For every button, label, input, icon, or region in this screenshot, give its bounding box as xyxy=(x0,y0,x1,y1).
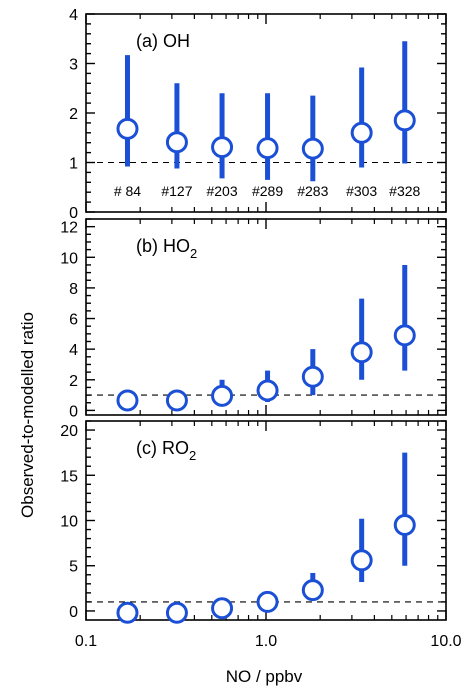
sample-count-label: #127 xyxy=(161,183,192,199)
y-tick-label: 20 xyxy=(60,423,78,440)
sample-count-label: #303 xyxy=(346,183,377,199)
y-tick-label: 12 xyxy=(60,220,78,237)
panel-label-main: (a) OH xyxy=(136,31,190,51)
y-tick-label: 4 xyxy=(69,342,78,359)
y-tick-label: 1 xyxy=(69,156,78,173)
sample-count-label: # 84 xyxy=(114,183,141,199)
data-point xyxy=(256,137,279,160)
data-point xyxy=(116,601,139,624)
y-tick-label: 10 xyxy=(60,514,78,531)
data-point xyxy=(393,514,416,537)
data-point xyxy=(211,136,234,159)
sample-count-label: #203 xyxy=(206,183,237,199)
data-point xyxy=(211,597,234,620)
panel-label-main: (b) HO xyxy=(136,236,190,256)
y-axis-title: Observed-to-modelled ratio xyxy=(18,312,37,518)
x-axis-title: NO / ppbv xyxy=(226,667,303,686)
data-point xyxy=(165,131,188,154)
y-tick-label: 15 xyxy=(60,468,78,485)
data-point xyxy=(165,389,188,412)
x-tick-label: 1.0 xyxy=(255,633,277,650)
panel-label-subscript: 2 xyxy=(189,448,196,463)
y-tick-label: 2 xyxy=(69,106,78,123)
sample-count-label: #283 xyxy=(297,183,328,199)
data-point xyxy=(211,384,234,407)
sample-count-label: #289 xyxy=(252,183,283,199)
data-point xyxy=(165,601,188,624)
y-tick-label: 10 xyxy=(60,250,78,267)
data-point xyxy=(393,109,416,132)
data-point xyxy=(301,365,324,388)
panel-label-main: (c) RO xyxy=(136,438,189,458)
data-point xyxy=(116,389,139,412)
data-point xyxy=(301,137,324,160)
y-tick-label: 5 xyxy=(69,559,78,576)
data-point xyxy=(256,590,279,613)
x-tick-label: 0.1 xyxy=(75,633,97,650)
sample-count-label: #328 xyxy=(389,183,420,199)
panel-label: (c) RO2 xyxy=(136,438,196,463)
data-point xyxy=(301,579,324,602)
y-tick-label: 4 xyxy=(69,7,78,24)
y-tick-label: 0 xyxy=(69,403,78,420)
y-tick-label: 6 xyxy=(69,312,78,329)
x-tick-label: 10.0 xyxy=(430,633,461,650)
panel-label: (b) HO2 xyxy=(136,236,197,261)
y-tick-label: 0 xyxy=(69,604,78,621)
y-tick-label: 8 xyxy=(69,281,78,298)
data-point xyxy=(393,324,416,347)
panel-label-subscript: 2 xyxy=(190,246,197,261)
data-point xyxy=(350,341,373,364)
y-tick-label: 3 xyxy=(69,57,78,74)
data-point xyxy=(116,117,139,140)
data-point xyxy=(350,121,373,144)
panel-0: 0 1 2 3 4 (a) OH # 84 #127 #203 #289 #283 #303 #328 xyxy=(69,7,447,222)
data-point xyxy=(256,379,279,402)
y-tick-label: 0 xyxy=(69,205,78,222)
y-tick-label: 2 xyxy=(69,373,78,390)
panel-2: 0 5 10 15 20 (c) RO2 0.1 1.0 10.0 xyxy=(60,420,462,650)
data-point xyxy=(350,549,373,572)
panel-label: (a) OH xyxy=(136,31,190,51)
